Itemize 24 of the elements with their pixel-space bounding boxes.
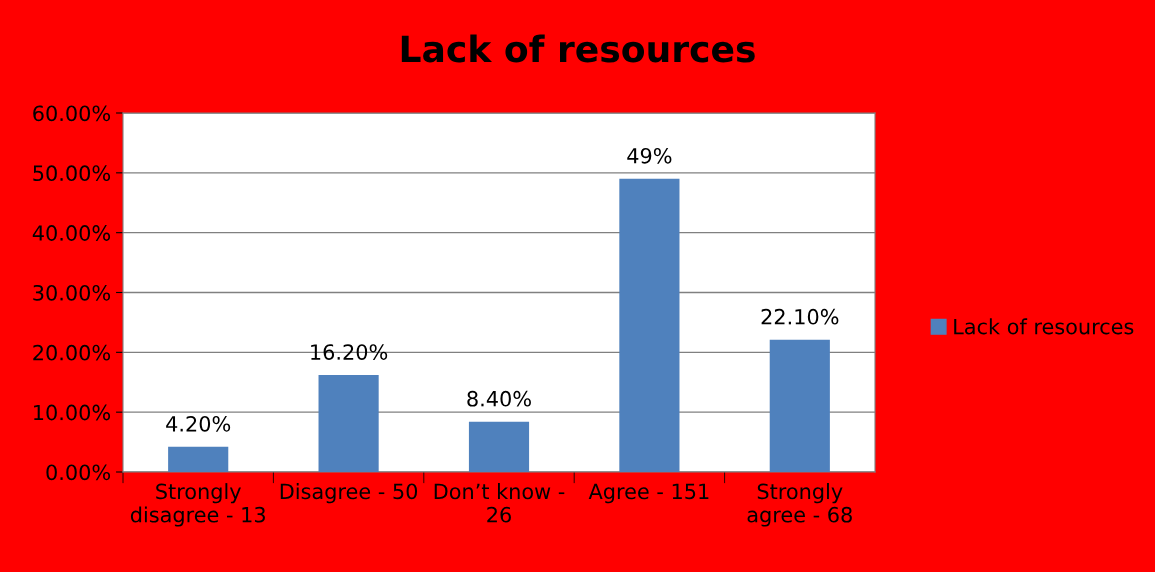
y-tick-label: 20.00% <box>33 344 111 361</box>
y-tick-label: 0.00% <box>46 464 111 481</box>
data-label: 4.20% <box>166 415 231 432</box>
chart-title: Lack of resources <box>401 34 755 63</box>
x-tick-label: Disagree - 50 <box>280 483 418 504</box>
data-label: 8.40% <box>467 390 531 407</box>
y-tick-label: 40.00% <box>32 225 111 241</box>
data-label: 22.10% <box>761 308 839 325</box>
bar <box>318 375 379 472</box>
data-label: 16.20% <box>311 344 388 360</box>
y-tick-label: 50.00% <box>33 165 111 182</box>
bar <box>769 339 830 472</box>
x-tick-label: Strongly agree - 68 <box>747 483 852 527</box>
bar <box>619 178 680 472</box>
bar <box>468 421 530 472</box>
bar <box>168 446 229 472</box>
x-tick-label: Agree - 151 <box>588 483 709 504</box>
legend-label: Lack of resources <box>954 318 1134 335</box>
x-tick-label: Strongly disagree - 13 <box>130 483 265 527</box>
y-tick-label: 60.00% <box>33 105 111 122</box>
data-label: 49% <box>627 147 672 164</box>
y-tick-label: 10.00% <box>34 404 111 421</box>
y-tick-label: 30.00% <box>33 284 111 301</box>
x-tick-label: Don’t know - 26 <box>434 483 565 523</box>
